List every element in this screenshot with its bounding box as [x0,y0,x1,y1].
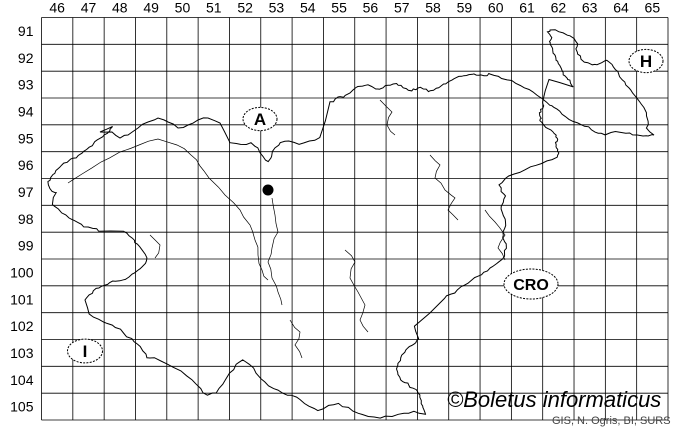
svg-text:47: 47 [81,0,97,16]
svg-text:GIS, N. Ogris, BI, SURS: GIS, N. Ogris, BI, SURS [552,415,671,427]
svg-text:58: 58 [425,0,441,16]
svg-text:50: 50 [175,0,191,16]
svg-text:93: 93 [18,77,34,93]
svg-text:98: 98 [18,211,34,227]
svg-text:57: 57 [394,0,410,16]
svg-text:105: 105 [10,399,34,415]
svg-text:65: 65 [645,0,661,16]
svg-text:60: 60 [488,0,504,16]
svg-text:96: 96 [18,157,34,173]
svg-text:©Boletus informaticus: ©Boletus informaticus [447,387,661,412]
svg-text:63: 63 [582,0,598,16]
svg-text:48: 48 [112,0,128,16]
svg-text:56: 56 [363,0,379,16]
svg-text:99: 99 [18,238,34,254]
svg-text:49: 49 [143,0,159,16]
svg-text:I: I [83,342,88,361]
svg-text:H: H [640,52,652,71]
svg-text:52: 52 [237,0,253,16]
svg-text:55: 55 [331,0,347,16]
svg-text:62: 62 [551,0,567,16]
svg-text:92: 92 [18,50,34,66]
svg-text:59: 59 [457,0,473,16]
svg-text:97: 97 [18,184,34,200]
svg-text:91: 91 [18,23,34,39]
svg-text:CRO: CRO [513,277,549,294]
svg-text:102: 102 [10,318,34,334]
svg-text:94: 94 [18,103,34,119]
svg-text:95: 95 [18,130,34,146]
svg-text:61: 61 [519,0,535,16]
svg-text:51: 51 [206,0,222,16]
svg-text:53: 53 [269,0,285,16]
svg-text:54: 54 [300,0,316,16]
svg-text:101: 101 [10,291,34,307]
svg-text:103: 103 [10,345,34,361]
svg-text:46: 46 [49,0,65,16]
svg-text:A: A [254,110,266,129]
svg-text:100: 100 [10,264,34,280]
svg-text:64: 64 [613,0,629,16]
svg-text:104: 104 [10,372,34,388]
